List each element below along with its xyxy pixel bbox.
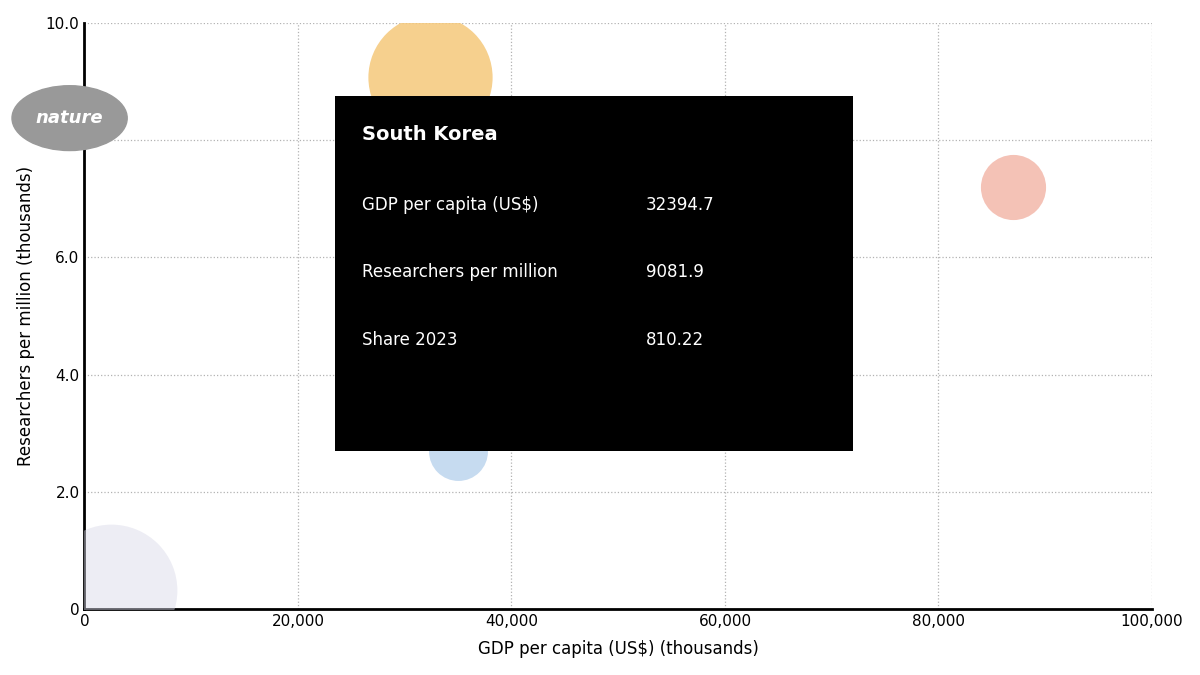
Bar — [335, 96, 853, 451]
Text: 32394.7: 32394.7 — [646, 196, 714, 214]
Text: South Korea: South Korea — [362, 126, 498, 144]
Point — [449, 446, 468, 456]
Point — [102, 585, 121, 595]
Text: 9081.9: 9081.9 — [646, 263, 704, 281]
X-axis label: GDP per capita (US$) (thousands): GDP per capita (US$) (thousands) — [478, 641, 758, 658]
Text: Share 2023: Share 2023 — [362, 331, 457, 349]
Point — [1003, 182, 1022, 192]
Text: 810.22: 810.22 — [646, 331, 704, 349]
Y-axis label: Researchers per million (thousands): Researchers per million (thousands) — [17, 166, 35, 466]
Point — [790, 149, 809, 160]
Point — [421, 71, 440, 82]
Text: GDP per capita (US$): GDP per capita (US$) — [362, 196, 539, 214]
Text: nature: nature — [36, 109, 103, 127]
Text: Researchers per million: Researchers per million — [362, 263, 558, 281]
